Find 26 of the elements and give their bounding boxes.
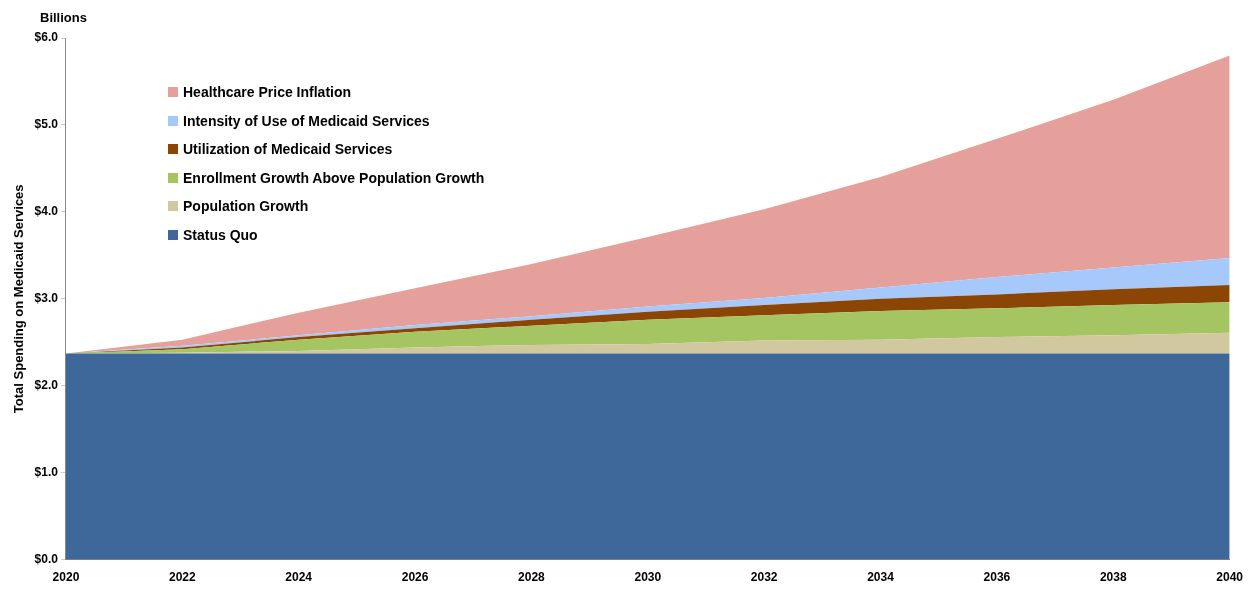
legend-label: Population Growth bbox=[183, 198, 309, 215]
y-axis-title: Total Spending on Medicaid Services bbox=[11, 184, 27, 414]
x-tick-label: 2024 bbox=[285, 570, 313, 585]
x-tick-label: 2040 bbox=[1216, 570, 1244, 585]
y-tick-label: $5.0 bbox=[34, 117, 59, 132]
x-tick-label: 2028 bbox=[518, 570, 546, 585]
x-tick-label: 2026 bbox=[401, 570, 429, 585]
x-tick-label: 2030 bbox=[634, 570, 662, 585]
y-tick-label: $6.0 bbox=[34, 30, 59, 45]
legend-label: Healthcare Price Inflation bbox=[183, 84, 352, 101]
y-tick-label: $1.0 bbox=[34, 464, 59, 479]
y-tick-label: $0.0 bbox=[34, 551, 59, 566]
text: Billions bbox=[40, 10, 87, 25]
x-tick-label: 2036 bbox=[983, 570, 1011, 585]
legend-label: Enrollment Growth Above Population Growth bbox=[183, 169, 485, 186]
x-tick-label: 2038 bbox=[1099, 570, 1127, 585]
legend-label: Status Quo bbox=[183, 226, 258, 243]
x-tick-label: 2032 bbox=[750, 570, 778, 585]
x-tick-label: 2022 bbox=[168, 570, 196, 585]
x-tick-label: 2034 bbox=[867, 570, 895, 585]
legend-label: Utilization of Medicaid Services bbox=[183, 141, 393, 158]
y-tick-label: $3.0 bbox=[34, 291, 59, 306]
y-tick-label: $4.0 bbox=[34, 204, 59, 219]
legend-label: Intensity of Use of Medicaid Services bbox=[183, 112, 430, 129]
x-tick-label: 2020 bbox=[52, 570, 80, 585]
y-tick-label: $2.0 bbox=[34, 378, 59, 393]
